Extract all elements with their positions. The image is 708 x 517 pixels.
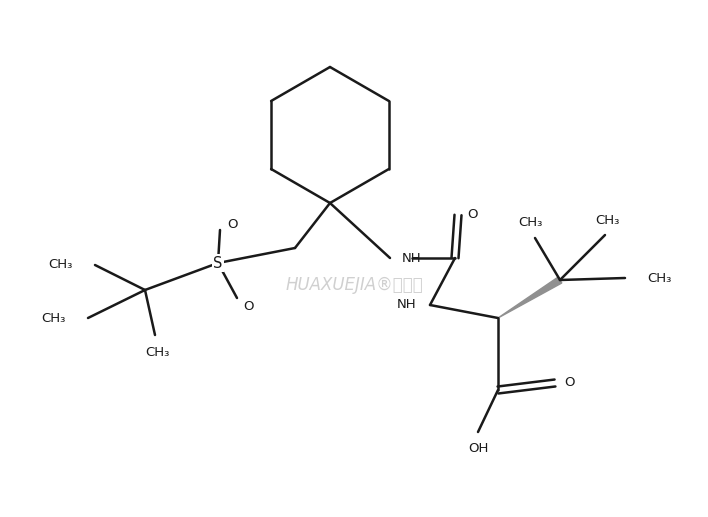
- Text: CH₃: CH₃: [145, 346, 169, 359]
- Text: O: O: [244, 299, 254, 312]
- Text: O: O: [564, 376, 574, 389]
- Text: CH₃: CH₃: [518, 217, 542, 230]
- Text: CH₃: CH₃: [595, 214, 620, 226]
- Polygon shape: [498, 277, 562, 318]
- Text: OH: OH: [468, 443, 489, 455]
- Text: CH₃: CH₃: [647, 271, 671, 284]
- Text: HUAXUEJIA®化学加: HUAXUEJIA®化学加: [285, 276, 423, 294]
- Text: NH: NH: [402, 251, 422, 265]
- Text: O: O: [227, 219, 237, 232]
- Text: CH₃: CH₃: [49, 258, 73, 271]
- Text: CH₃: CH₃: [42, 312, 66, 325]
- Text: S: S: [213, 255, 223, 270]
- Text: O: O: [467, 208, 477, 221]
- Text: NH: NH: [396, 298, 416, 312]
